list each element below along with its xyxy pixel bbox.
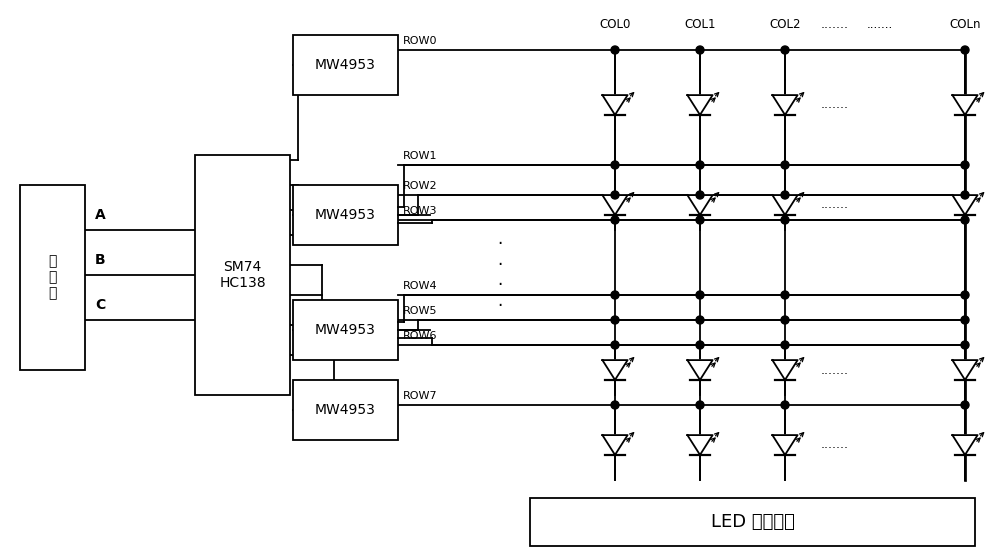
Text: SM74
HC138: SM74 HC138 — [219, 260, 266, 290]
Circle shape — [961, 161, 969, 169]
Text: .......: ....... — [821, 19, 849, 31]
Polygon shape — [772, 95, 798, 115]
Circle shape — [781, 291, 789, 299]
Text: ROW2: ROW2 — [402, 181, 437, 191]
Circle shape — [696, 191, 704, 199]
Bar — [292, 185, 398, 245]
Polygon shape — [687, 195, 713, 215]
Circle shape — [696, 291, 704, 299]
Circle shape — [961, 341, 969, 349]
Circle shape — [696, 341, 704, 349]
Circle shape — [961, 46, 969, 54]
Polygon shape — [687, 360, 713, 380]
Polygon shape — [772, 195, 798, 215]
Text: MW4953: MW4953 — [315, 403, 375, 417]
Circle shape — [781, 316, 789, 324]
Bar — [20, 185, 85, 370]
Circle shape — [781, 161, 789, 169]
Bar — [195, 155, 290, 395]
Circle shape — [611, 191, 619, 199]
Text: .......: ....... — [821, 364, 849, 376]
Polygon shape — [602, 195, 628, 215]
Text: B: B — [95, 253, 105, 267]
Text: MW4953: MW4953 — [315, 58, 375, 72]
Text: .......: ....... — [821, 199, 849, 211]
Text: ROW0: ROW0 — [402, 36, 437, 46]
Polygon shape — [687, 95, 713, 115]
Circle shape — [696, 161, 704, 169]
Text: MW4953: MW4953 — [315, 208, 375, 222]
Circle shape — [611, 46, 619, 54]
Text: ROW6: ROW6 — [402, 331, 437, 341]
Text: 控
制
器: 控 制 器 — [48, 254, 57, 301]
Circle shape — [696, 401, 704, 409]
Polygon shape — [952, 435, 978, 455]
Text: A: A — [95, 208, 105, 222]
Bar — [292, 380, 398, 440]
Polygon shape — [952, 360, 978, 380]
Circle shape — [781, 216, 789, 224]
Text: ROW5: ROW5 — [402, 306, 437, 316]
Bar — [292, 35, 398, 95]
Bar — [292, 300, 398, 360]
Text: C: C — [95, 298, 105, 312]
Circle shape — [611, 161, 619, 169]
Circle shape — [611, 216, 619, 224]
Circle shape — [696, 46, 704, 54]
Text: .......: ....... — [867, 19, 893, 31]
Circle shape — [696, 216, 704, 224]
Circle shape — [696, 316, 704, 324]
Circle shape — [961, 291, 969, 299]
Text: ROW1: ROW1 — [402, 151, 437, 161]
Text: .......: ....... — [821, 98, 849, 112]
Circle shape — [961, 216, 969, 224]
Circle shape — [961, 191, 969, 199]
Circle shape — [611, 401, 619, 409]
Circle shape — [611, 341, 619, 349]
Text: COL0: COL0 — [599, 19, 631, 31]
Text: ROW4: ROW4 — [402, 281, 437, 291]
Text: .......: ....... — [821, 438, 849, 452]
Circle shape — [781, 46, 789, 54]
Circle shape — [781, 341, 789, 349]
Bar — [530, 498, 975, 546]
Text: ROW7: ROW7 — [402, 391, 437, 401]
Polygon shape — [602, 360, 628, 380]
Text: COL2: COL2 — [769, 19, 801, 31]
Circle shape — [781, 191, 789, 199]
Polygon shape — [687, 435, 713, 455]
Circle shape — [961, 401, 969, 409]
Circle shape — [611, 316, 619, 324]
Polygon shape — [772, 435, 798, 455]
Polygon shape — [952, 195, 978, 215]
Polygon shape — [602, 435, 628, 455]
Circle shape — [961, 316, 969, 324]
Text: MW4953: MW4953 — [315, 323, 375, 337]
Polygon shape — [602, 95, 628, 115]
Text: COLn: COLn — [949, 19, 981, 31]
Text: ROW3: ROW3 — [402, 206, 437, 216]
Circle shape — [611, 291, 619, 299]
Polygon shape — [952, 95, 978, 115]
Circle shape — [781, 401, 789, 409]
Polygon shape — [772, 360, 798, 380]
Text: ·
·
·
·: · · · · — [497, 235, 503, 315]
Text: LED 驱动芯片: LED 驱动芯片 — [711, 513, 794, 531]
Text: COL1: COL1 — [684, 19, 716, 31]
